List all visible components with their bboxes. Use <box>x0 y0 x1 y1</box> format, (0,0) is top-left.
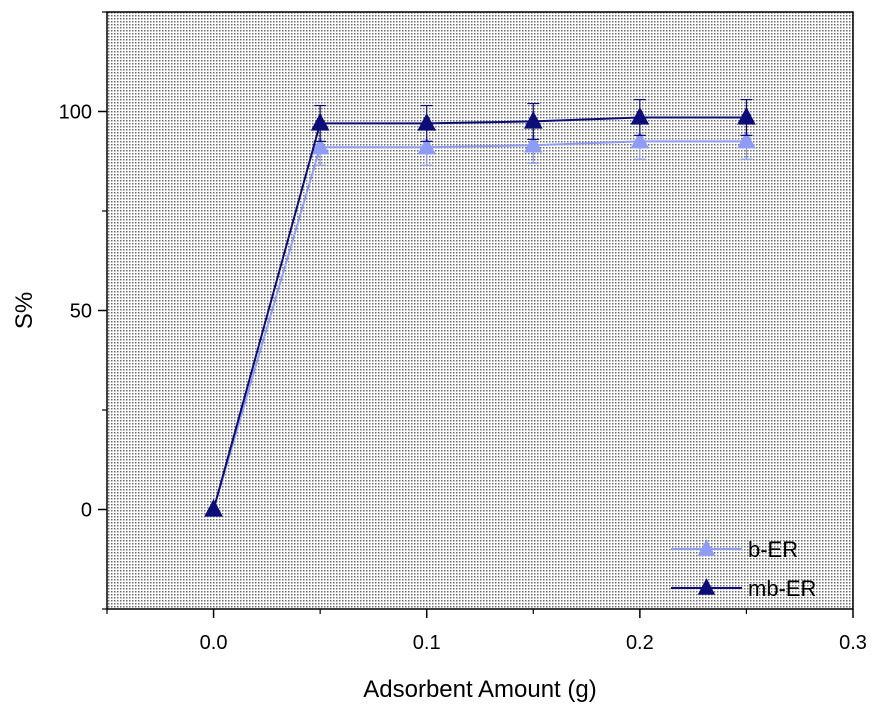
data-point-marker <box>310 112 330 131</box>
legend-label: mb-ER <box>748 576 816 601</box>
data-point-marker <box>523 134 543 153</box>
ticks-layer: 0.0 0.1 0.2 0.3 0 50 100 <box>59 11 867 654</box>
legend-swatch-marker <box>697 539 716 556</box>
y-axis-label: S% <box>11 292 38 329</box>
x-tick-label: 0.1 <box>413 632 441 654</box>
x-tick-label: 0.2 <box>626 632 654 654</box>
x-tick-label: 0.3 <box>839 632 867 654</box>
data-point-marker <box>417 112 437 131</box>
data-point-marker <box>204 498 223 517</box>
series-mb-ER <box>204 98 756 517</box>
series-line <box>212 140 747 510</box>
y-tick-label: 0 <box>81 500 92 522</box>
data-point-marker <box>630 130 650 149</box>
x-axis-label: Adsorbent Amount (g) <box>363 676 596 703</box>
data-point-marker <box>417 136 437 155</box>
x-tick-label: 0.0 <box>200 632 228 654</box>
series-line <box>212 116 747 510</box>
data-point-marker <box>630 106 650 125</box>
data-point-marker <box>310 136 330 155</box>
legend-swatch-marker <box>697 578 716 595</box>
data-point-marker <box>737 130 756 149</box>
legend: b-ER mb-ER <box>671 537 816 601</box>
data-point-marker <box>523 110 543 129</box>
plot-area-background <box>107 12 853 609</box>
data-point-marker <box>737 106 756 125</box>
y-tick-label: 50 <box>70 301 92 323</box>
y-tick-label: 100 <box>59 102 92 124</box>
legend-label: b-ER <box>748 537 798 562</box>
series-layer <box>204 98 756 517</box>
